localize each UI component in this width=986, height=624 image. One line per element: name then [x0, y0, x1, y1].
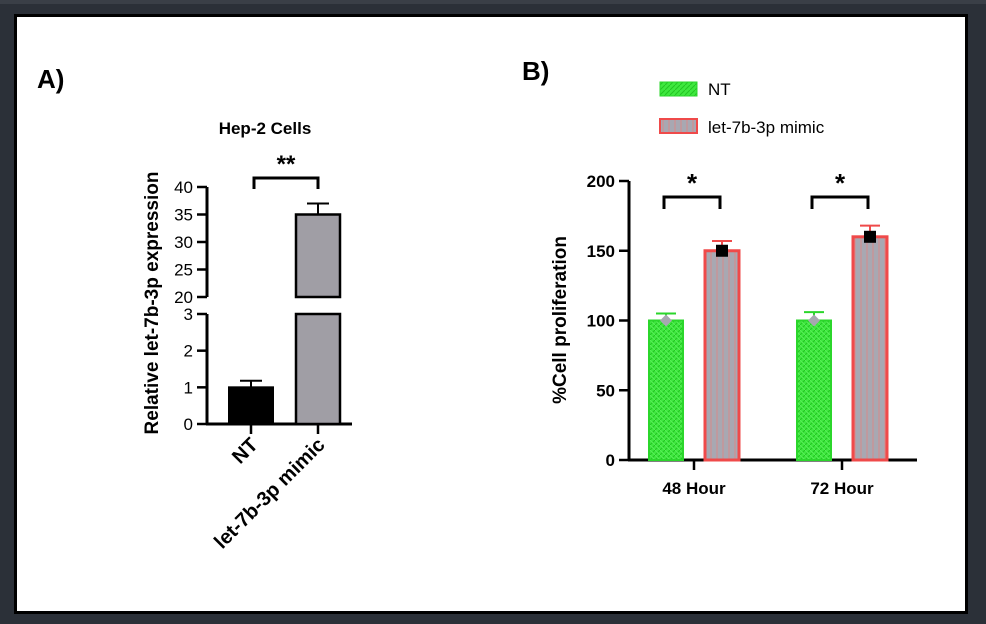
chart-a-title: Hep-2 Cells — [219, 119, 312, 138]
chart-b-ylabel: %Cell proliferation — [550, 236, 571, 404]
chart-b-ytick-label: 100 — [587, 312, 615, 331]
chart-b-significance-label: * — [687, 168, 698, 198]
legend-label-mimic: let-7b-3p mimic — [708, 118, 825, 137]
legend-swatch-nt — [659, 81, 698, 97]
figure-frame — [14, 14, 968, 614]
chart-a-ytick-label: 20 — [174, 288, 193, 307]
chart-b-ytick-label: 200 — [587, 172, 615, 191]
chart-a-xtick-label: NT — [228, 434, 262, 468]
panel-a-label: A) — [37, 64, 64, 94]
chart-b-significance-label: * — [835, 168, 846, 198]
panel-b-label: B) — [522, 56, 549, 86]
chart-b-bar-mimic — [703, 249, 741, 462]
chart-b-point-mimic — [864, 230, 876, 243]
chart-a-ytick-label: 3 — [184, 305, 193, 324]
chart-a-bar — [294, 312, 342, 426]
chart-b-point-mimic — [716, 244, 728, 257]
chart-b-ytick-label: 0 — [606, 451, 615, 470]
legend-swatch-mimic — [659, 118, 698, 134]
chart-b-significance-bracket — [662, 195, 722, 209]
chart-b-significance-bracket — [810, 195, 870, 209]
chart-b-xtick-label: 72 Hour — [810, 479, 874, 498]
chart-a-bar — [228, 386, 274, 426]
chart-b-bar-nt — [648, 319, 684, 461]
chart-a-bar — [294, 213, 342, 299]
chart-b-ytick-label: 50 — [596, 381, 615, 400]
chart-b-point-nt — [660, 314, 672, 327]
chart-b-point-nt — [808, 314, 820, 327]
chart-b-plot: 0 50 100 150 200 * 48 Hour * 72 Hour — [587, 168, 917, 498]
chart-a-ylabel: Relative let-7b-3p expression — [142, 172, 163, 435]
chart-a-ytick-label: 2 — [184, 342, 193, 361]
chart-a-ytick-label: 1 — [184, 378, 193, 397]
window-top-strip — [0, 0, 986, 4]
chart-a-ytick-label: 30 — [174, 233, 193, 252]
chart-a-significance: ** — [277, 151, 296, 178]
chart-a-ytick-label: 0 — [184, 415, 193, 434]
chart-a-ytick-label: 40 — [174, 178, 193, 197]
chart-b-bar-nt — [796, 319, 832, 461]
chart-a-significance-bracket — [252, 176, 320, 189]
chart-b-ytick-label: 150 — [587, 242, 615, 261]
chart-a-ytick-label: 35 — [174, 206, 193, 225]
chart-b-bar-mimic — [851, 235, 889, 462]
chart-b-xtick-label: 48 Hour — [662, 479, 726, 498]
legend-label-nt: NT — [708, 80, 731, 99]
chart-a-ytick-label: 25 — [174, 261, 193, 280]
